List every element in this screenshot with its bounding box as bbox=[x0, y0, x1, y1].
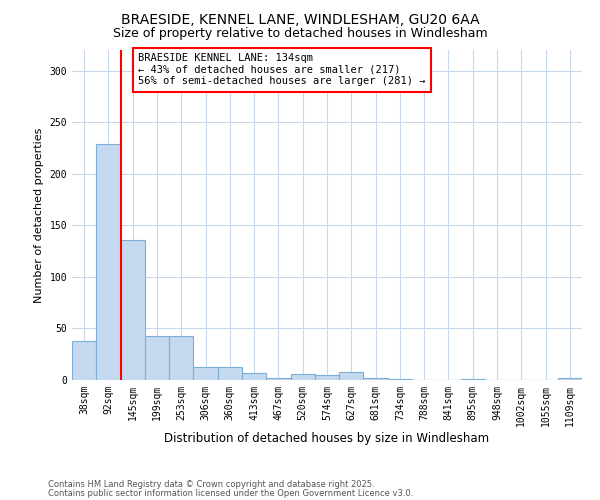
Text: Contains HM Land Registry data © Crown copyright and database right 2025.: Contains HM Land Registry data © Crown c… bbox=[48, 480, 374, 489]
Text: Size of property relative to detached houses in Windlesham: Size of property relative to detached ho… bbox=[113, 28, 487, 40]
Bar bbox=[169, 336, 193, 380]
X-axis label: Distribution of detached houses by size in Windlesham: Distribution of detached houses by size … bbox=[164, 432, 490, 444]
Bar bbox=[145, 336, 169, 380]
Bar bbox=[339, 372, 364, 380]
Bar bbox=[461, 379, 485, 380]
Bar bbox=[558, 378, 582, 380]
Text: BRAESIDE KENNEL LANE: 134sqm
← 43% of detached houses are smaller (217)
56% of s: BRAESIDE KENNEL LANE: 134sqm ← 43% of de… bbox=[139, 54, 426, 86]
Bar bbox=[315, 375, 339, 380]
Text: Contains public sector information licensed under the Open Government Licence v3: Contains public sector information licen… bbox=[48, 488, 413, 498]
Bar bbox=[290, 374, 315, 380]
Bar bbox=[121, 240, 145, 380]
Bar bbox=[72, 341, 96, 380]
Text: BRAESIDE, KENNEL LANE, WINDLESHAM, GU20 6AA: BRAESIDE, KENNEL LANE, WINDLESHAM, GU20 … bbox=[121, 12, 479, 26]
Bar bbox=[218, 366, 242, 380]
Bar bbox=[364, 378, 388, 380]
Y-axis label: Number of detached properties: Number of detached properties bbox=[34, 128, 44, 302]
Bar bbox=[193, 366, 218, 380]
Bar bbox=[96, 144, 121, 380]
Bar bbox=[266, 378, 290, 380]
Bar bbox=[388, 379, 412, 380]
Bar bbox=[242, 373, 266, 380]
